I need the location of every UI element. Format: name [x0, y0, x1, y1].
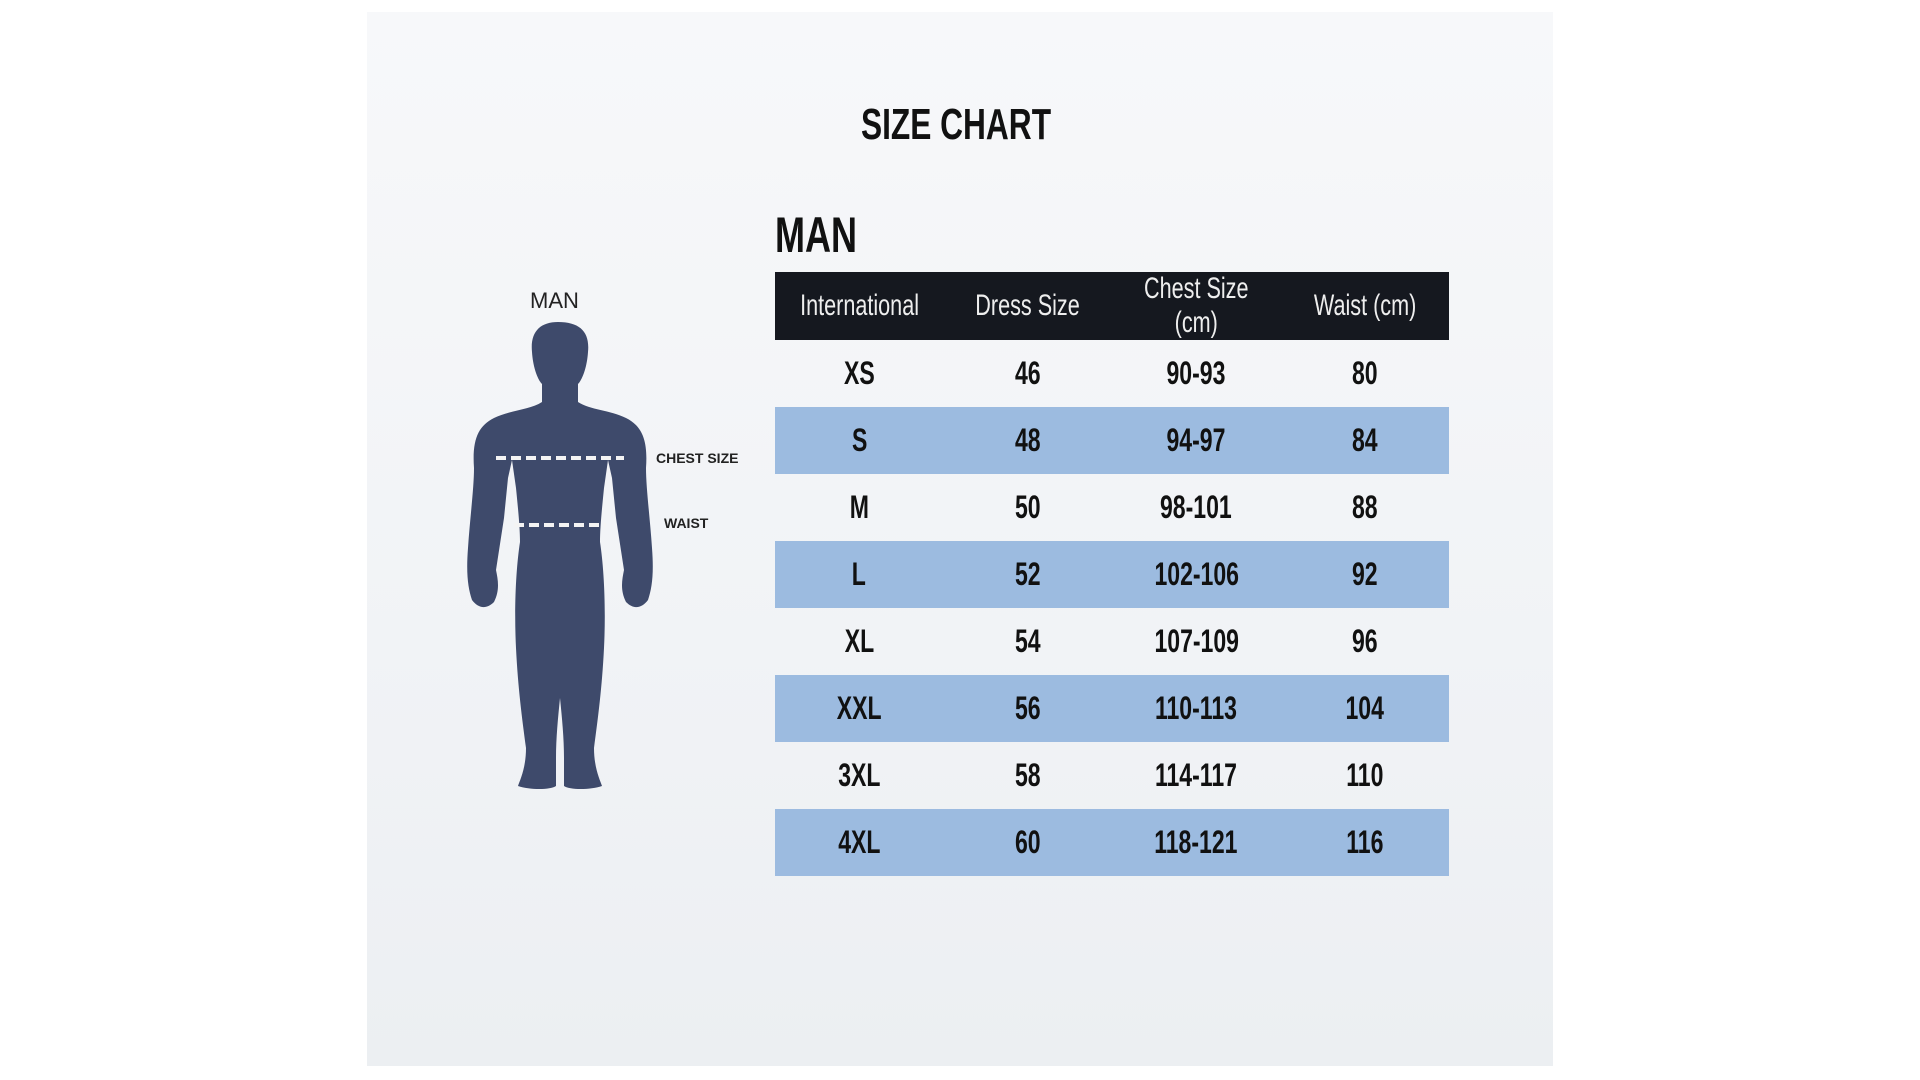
table-cell: 54	[1014, 623, 1041, 659]
size-table: International Dress Size Chest Size (cm)…	[775, 272, 1449, 876]
table-cell: XS	[843, 355, 875, 391]
header-chest-size: Chest Size (cm)	[1112, 272, 1281, 340]
table-cell: 114-117	[1155, 757, 1238, 793]
table-cell: 118-121	[1112, 809, 1281, 876]
table-row: L 52 102-106 92	[775, 541, 1449, 608]
table-cell: M	[849, 489, 869, 525]
table-cell: 46	[1014, 355, 1041, 391]
table-header-row: International Dress Size Chest Size (cm)…	[775, 272, 1449, 340]
table-row: 4XL 60 118-121 116	[775, 809, 1449, 876]
table-row: S 48 94-97 84	[775, 407, 1449, 474]
table-cell: 104	[1280, 675, 1449, 742]
table-row: XL 54 107-109 96	[775, 608, 1449, 675]
table-cell: 92	[1280, 541, 1449, 608]
table-cell: 3XL	[838, 757, 881, 793]
table-cell: 88	[1351, 489, 1378, 525]
table-row: XS 46 90-93 80	[775, 340, 1449, 407]
table-cell: 96	[1351, 623, 1378, 659]
table-cell: 56	[943, 675, 1112, 742]
table-cell: 60	[943, 809, 1112, 876]
table-cell: XXL	[775, 675, 944, 742]
table-cell: 80	[1351, 355, 1378, 391]
table-cell: S	[775, 407, 944, 474]
table-cell: 107-109	[1153, 623, 1239, 659]
table-cell: 102-106	[1112, 541, 1281, 608]
header-waist: Waist (cm)	[1280, 272, 1449, 340]
table-cell: 110	[1346, 757, 1384, 793]
table-cell: 52	[943, 541, 1112, 608]
table-cell: 50	[1014, 489, 1041, 525]
table-cell: 94-97	[1112, 407, 1281, 474]
table-cell: XL	[844, 623, 874, 659]
figure-label: MAN	[530, 288, 579, 313]
chest-size-label: CHEST SIZE	[656, 450, 739, 466]
section-title: MAN	[775, 207, 857, 263]
table-cell: 84	[1280, 407, 1449, 474]
table-row: XXL 56 110-113 104	[775, 675, 1449, 742]
table-cell: L	[775, 541, 944, 608]
waist-label: WAIST	[664, 515, 709, 531]
header-international: International	[775, 272, 944, 340]
table-cell: 4XL	[775, 809, 944, 876]
table-row: M 50 98-101 88	[775, 474, 1449, 541]
header-dress-size: Dress Size	[943, 272, 1112, 340]
table-cell: 58	[1014, 757, 1041, 793]
table-cell: 98-101	[1160, 489, 1233, 525]
table-row: 3XL 58 114-117 110	[775, 742, 1449, 809]
body-silhouette-icon	[467, 322, 653, 789]
table-cell: 48	[943, 407, 1112, 474]
page-title: SIZE CHART	[860, 100, 1052, 149]
table-cell: 116	[1280, 809, 1449, 876]
table-cell: 110-113	[1112, 675, 1281, 742]
table-cell: 90-93	[1166, 355, 1226, 391]
